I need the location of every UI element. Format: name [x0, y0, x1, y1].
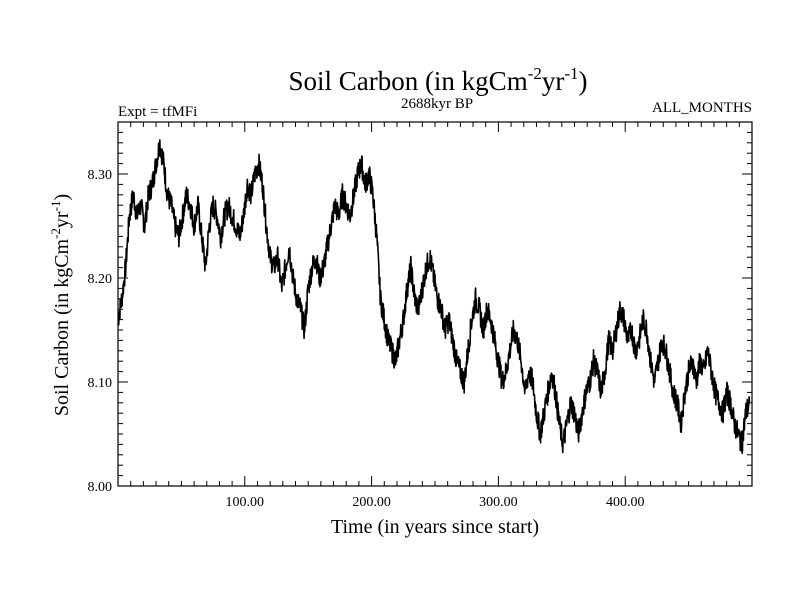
chart-title-sup1: -2: [528, 64, 542, 83]
y-tick-label: 8.20: [88, 272, 113, 287]
chart-title-end: ): [579, 66, 588, 96]
chart-title-sup2: -1: [564, 64, 578, 83]
experiment-label: Expt = tfMFi: [118, 104, 197, 120]
y-axis-label-mid: yr: [51, 211, 73, 228]
months-label: ALL_MONTHS: [652, 100, 752, 116]
x-tick-label: 200.00: [352, 495, 391, 510]
chart-title-mid: yr: [542, 66, 565, 96]
y-tick-label: 8.00: [88, 480, 113, 495]
axis-ticks: [118, 122, 752, 486]
chart-title: Soil Carbon (in kgCm-2yr-1): [288, 64, 587, 96]
y-axis-label-main: Soil Carbon (in kgCm: [51, 238, 73, 416]
y-axis-label-end: ): [51, 194, 73, 201]
period-label: 2688kyr BP: [401, 96, 473, 112]
y-tick-label: 8.10: [88, 376, 113, 391]
tick-labels: 100.00 200.00 300.00 400.00 8.00 8.10 8.20 8.30: [88, 168, 645, 510]
x-tick-label: 100.00: [226, 495, 265, 510]
plot-frame: [117, 121, 753, 487]
y-axis-label-sup1: -2: [48, 228, 63, 239]
x-axis-label: Time (in years since start): [331, 516, 539, 538]
y-axis-label: Soil Carbon (in kgCm-2yr-1): [48, 194, 73, 416]
x-tick-label: 400.00: [606, 495, 645, 510]
chart-title-main: Soil Carbon (in kgCm: [288, 66, 527, 96]
y-tick-label: 8.30: [88, 168, 113, 183]
x-tick-label: 300.00: [479, 495, 518, 510]
series-line-soil-carbon: [118, 139, 751, 454]
y-axis-label-sup2: -1: [48, 201, 63, 212]
